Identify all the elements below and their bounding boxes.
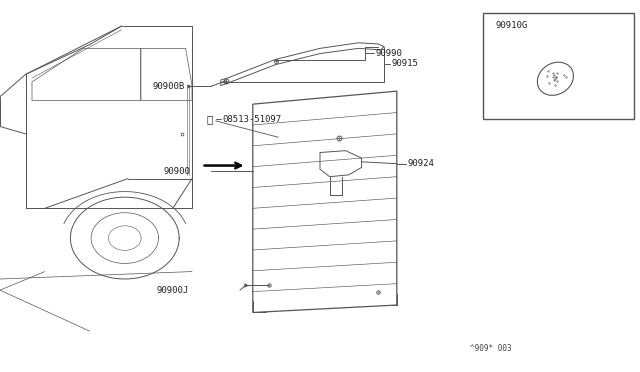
Text: Ⓢ: Ⓢ [206,114,212,124]
Text: 90900B: 90900B [152,82,184,91]
Text: 08513-51097: 08513-51097 [222,115,281,124]
Text: 90990: 90990 [376,49,403,58]
Text: ^909* 003: ^909* 003 [470,344,512,353]
Text: 90900J: 90900J [157,286,189,295]
Text: 90900: 90900 [164,167,191,176]
Text: 90924: 90924 [408,159,435,168]
Text: 90915: 90915 [392,60,419,68]
Bar [483,13,634,119]
Text: 90910G: 90910G [496,21,528,30]
